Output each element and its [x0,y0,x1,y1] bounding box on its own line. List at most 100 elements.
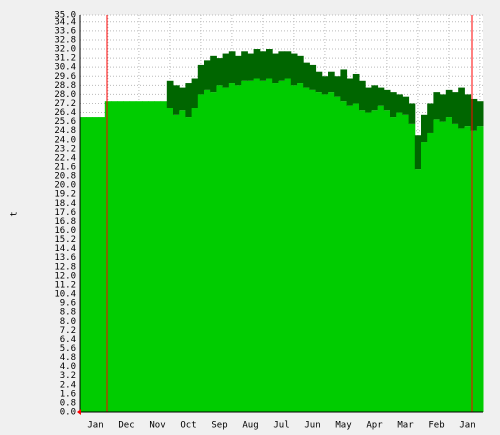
range-band [421,114,428,143]
y-tick-label: 24.0 [54,135,76,145]
area-segment [470,130,478,412]
x-tick-label: Jan [459,421,475,431]
range-band [179,87,186,111]
range-band [439,94,447,122]
area-segment [204,89,211,412]
area-segment [129,101,137,412]
range-band [352,73,360,104]
y-tick-label: 32.0 [54,45,76,55]
range-band [427,103,434,133]
area-segment [346,105,354,412]
y-tick-label: 26.4 [54,108,76,118]
y-tick-label: 16.8 [54,217,76,227]
area-segment [439,121,447,412]
x-tick-label: Nov [149,421,165,431]
y-tick-label: 14.4 [54,244,76,254]
area-segment [464,126,472,412]
area-segment [98,117,106,412]
area-segment [452,123,459,413]
range-band [228,51,236,84]
y-tick-label: 0.8 [60,398,76,408]
area-segment [86,117,93,412]
area-segment [297,83,304,413]
range-band [216,58,224,86]
area-segment [383,110,391,412]
x-tick-label: Jun [304,421,320,431]
area-segment [396,112,403,412]
area-segment [228,83,236,413]
range-band [235,55,242,86]
area-segment [303,87,310,412]
range-band [340,69,348,102]
range-band [266,49,273,79]
range-band [278,51,286,81]
x-tick-label: Sep [211,421,227,431]
y-axis-label: t [10,211,20,216]
area-segment [235,85,242,412]
range-band [377,87,385,106]
area-segment [80,117,87,412]
area-segment [414,169,422,412]
area-segment [359,110,366,412]
range-band [464,94,472,127]
area-segment [421,142,428,413]
range-band [371,85,379,111]
range-band [452,92,459,124]
x-tick-label: Apr [366,421,383,431]
area-segment [148,101,155,412]
y-tick-label: 17.6 [54,208,76,218]
range-band [247,53,255,81]
area-segment [309,89,317,412]
area-segment [241,80,248,412]
area-segment [179,110,186,412]
range-band [284,51,292,79]
y-tick-label: 35.0 [54,11,76,21]
range-band [408,103,416,124]
range-band [414,135,422,170]
area-segment [328,92,335,412]
x-tick-label: Dec [118,421,134,431]
range-band [402,96,410,115]
range-band [328,71,335,93]
y-tick-label: 25.6 [54,117,76,127]
range-band [309,64,317,90]
area-segment [290,85,298,412]
area-segment [408,123,416,413]
area-segment [166,108,174,413]
area-segment [284,78,292,413]
area-segment [117,101,124,412]
y-tick-label: 15.2 [54,235,76,245]
y-tick-label: 21.6 [54,162,76,172]
y-tick-label: 2.4 [60,380,76,390]
area-segment [402,114,410,413]
y-tick-label: 9.6 [60,299,76,309]
area-segment [173,114,180,413]
area-segment [321,94,329,413]
y-tick-label: 27.2 [54,99,76,109]
area-segment [92,117,100,412]
y-tick-label: 13.6 [54,253,76,263]
area-segment [266,78,273,413]
area-segment [154,101,162,412]
range-band [476,101,484,127]
range-band [359,80,366,111]
area-segment [278,80,286,412]
range-band [315,71,323,93]
y-tick-label: 20.0 [54,181,76,191]
y-tick-label: 28.8 [54,81,76,91]
area-segment [104,101,112,412]
range-band [297,55,304,84]
y-tick-label: 24.8 [54,126,76,136]
range-band [433,92,441,120]
y-tick-label: 32.8 [54,35,76,45]
range-band [321,76,329,95]
area-segment [160,101,168,412]
x-tick-label: Feb [428,421,444,431]
y-tick-label: 10.4 [54,290,76,300]
area-segment [259,80,267,412]
y-tick-label: 16.0 [54,226,76,236]
range-band [166,80,174,109]
range-band [191,78,199,109]
area-segment [142,101,149,412]
